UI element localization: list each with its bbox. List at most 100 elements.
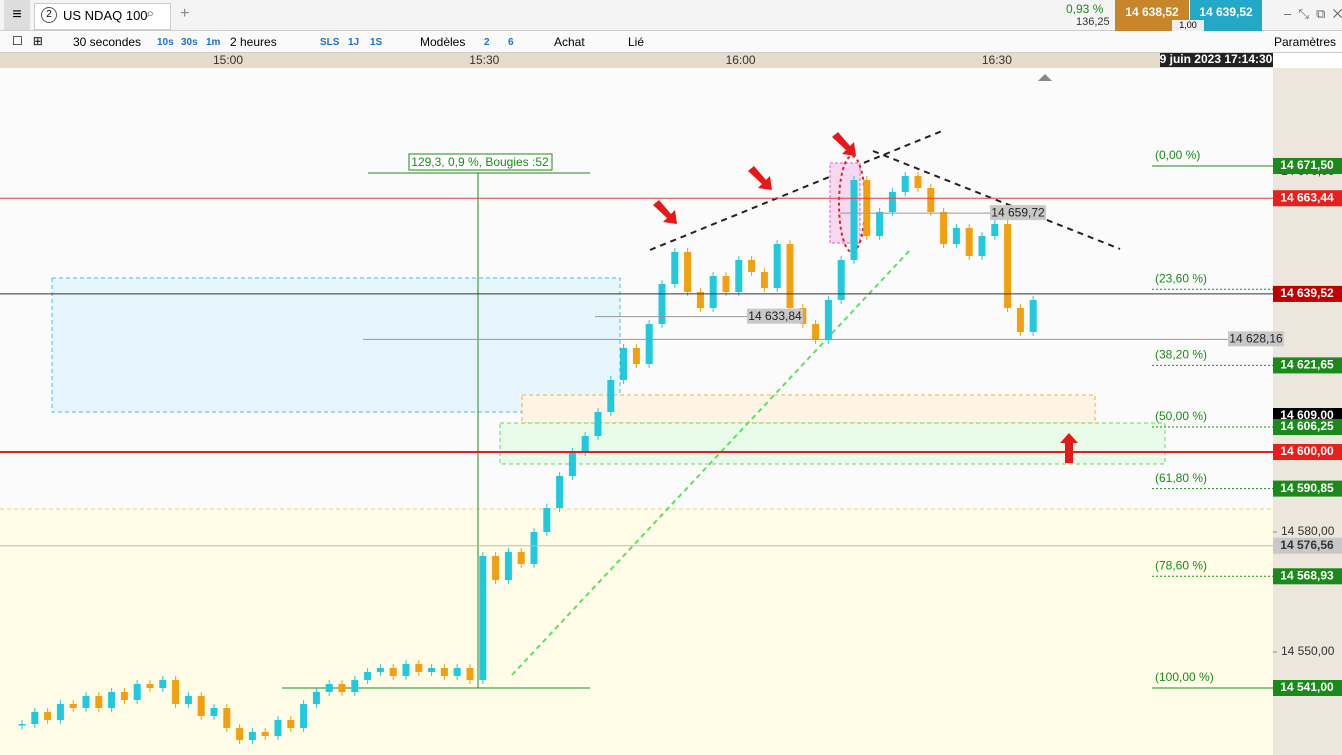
candle [82, 696, 90, 708]
toolbar-icons[interactable]: ☐ ⊞ [12, 34, 43, 48]
candle [108, 692, 116, 708]
y-tick-label: 14 550,00 [1281, 644, 1335, 658]
quick-period[interactable]: 1J [348, 37, 360, 48]
price-label: 14 628,16 [1229, 332, 1283, 346]
measure-label: 129,3, 0,9 %, Bougies :52 [411, 155, 549, 169]
level-tag [1273, 285, 1342, 302]
fib-label: (23,60 %) [1155, 271, 1207, 285]
top-bar: ≡ 2 US NDAQ 100 ⌕ + 0,93 % 136,25 14 638… [0, 0, 1342, 31]
candle [146, 684, 154, 688]
quick-period[interactable]: SLS [320, 37, 340, 48]
window-controls[interactable]: – ⤡ ⧉ ✕ [1284, 6, 1342, 21]
arrow [1060, 433, 1078, 463]
arrows [653, 132, 1078, 463]
candle [901, 176, 909, 192]
candle [440, 668, 448, 676]
fib-label: (78,60 %) [1155, 558, 1207, 572]
price-chart: 129,3, 0,9 %, Bougies :52 15:00 15:30 16:0… [0, 53, 1342, 755]
cursor-time-box [1160, 53, 1273, 67]
candle [428, 668, 436, 672]
candle [978, 236, 986, 256]
candle [568, 452, 576, 476]
candle [1029, 300, 1037, 332]
candle [274, 720, 282, 736]
candle [1004, 224, 1012, 308]
fib-label: (50,00 %) [1155, 409, 1207, 423]
fib-tag-label: 14 541,00 [1280, 680, 1334, 694]
fib-tag [1273, 480, 1342, 497]
candle [530, 532, 538, 564]
chart-toolbar: ☐ ⊞ 30 secondes 10s 30s 1m 2 heures SLS … [0, 31, 1342, 53]
candle [952, 228, 960, 244]
candle [556, 476, 564, 508]
candle [786, 244, 794, 308]
candle [684, 252, 692, 292]
fib-tag-label: 14 568,93 [1280, 568, 1334, 582]
candle [863, 180, 871, 236]
add-tab[interactable]: + [180, 5, 190, 22]
fib-label: (38,20 %) [1155, 348, 1207, 362]
change-points: 136,25 [1076, 16, 1110, 28]
time-label: 15:00 [213, 53, 243, 67]
candle [1016, 308, 1024, 332]
candle [632, 348, 640, 364]
level-label: 14 639,52 [1280, 286, 1334, 300]
count-button[interactable]: 6 [508, 37, 514, 48]
candle [837, 260, 845, 300]
zone-orange [521, 394, 1096, 424]
linked[interactable]: Lié [628, 35, 645, 49]
bid-button[interactable]: 14 638,52 [1115, 0, 1189, 31]
price-label-bg [990, 205, 1046, 221]
candle [44, 712, 52, 720]
quick-interval[interactable]: 10s [157, 37, 174, 48]
candle [517, 552, 525, 564]
candle [415, 664, 423, 672]
candle [120, 692, 128, 700]
settings[interactable]: Paramètres [1274, 35, 1337, 49]
price-label: 14 633,84 [748, 309, 802, 323]
instrument-name: US NDAQ 100 [63, 8, 148, 23]
trendline [511, 249, 911, 676]
level-label: 14 663,44 [1280, 190, 1334, 204]
price-label-bg [1228, 331, 1284, 347]
fib-tag [1273, 158, 1342, 174]
level-tag [1273, 190, 1342, 207]
level-tag [1273, 537, 1342, 554]
candle [927, 188, 935, 212]
candle [69, 704, 77, 708]
instrument-number: 2 [41, 7, 57, 23]
quick-period[interactable]: 1S [370, 37, 383, 48]
candle [300, 704, 308, 728]
measure-box [408, 153, 553, 171]
candle [133, 684, 141, 700]
interval[interactable]: 30 secondes [73, 35, 142, 49]
count-button[interactable]: 2 [484, 37, 490, 48]
fib-label: (0,00 %) [1155, 148, 1200, 162]
fib-label: (100,00 %) [1155, 670, 1214, 684]
level-label: 14 600,00 [1280, 444, 1334, 458]
candle [850, 180, 858, 260]
period[interactable]: 2 heures [230, 35, 277, 49]
time-label: 16:00 [726, 53, 756, 67]
menu-button[interactable]: ≡ [4, 0, 30, 30]
quick-interval[interactable]: 30s [181, 37, 198, 48]
scroll-marker[interactable] [1038, 74, 1052, 81]
order[interactable]: Achat [554, 35, 585, 49]
candle [888, 192, 896, 212]
candle [236, 728, 244, 740]
candle [760, 272, 768, 288]
search-icon[interactable]: ⌕ [146, 5, 155, 22]
candle [248, 732, 256, 740]
trendline [649, 130, 943, 251]
templates[interactable]: Modèles [420, 35, 466, 49]
candles [18, 172, 1037, 744]
time-axis [0, 53, 1273, 68]
candle [312, 692, 320, 704]
candle [722, 276, 730, 292]
candle [504, 552, 512, 580]
trendline [872, 150, 1121, 250]
quick-interval[interactable]: 1m [206, 37, 221, 48]
spread: 1,00 [1172, 20, 1204, 31]
candle [325, 684, 333, 692]
